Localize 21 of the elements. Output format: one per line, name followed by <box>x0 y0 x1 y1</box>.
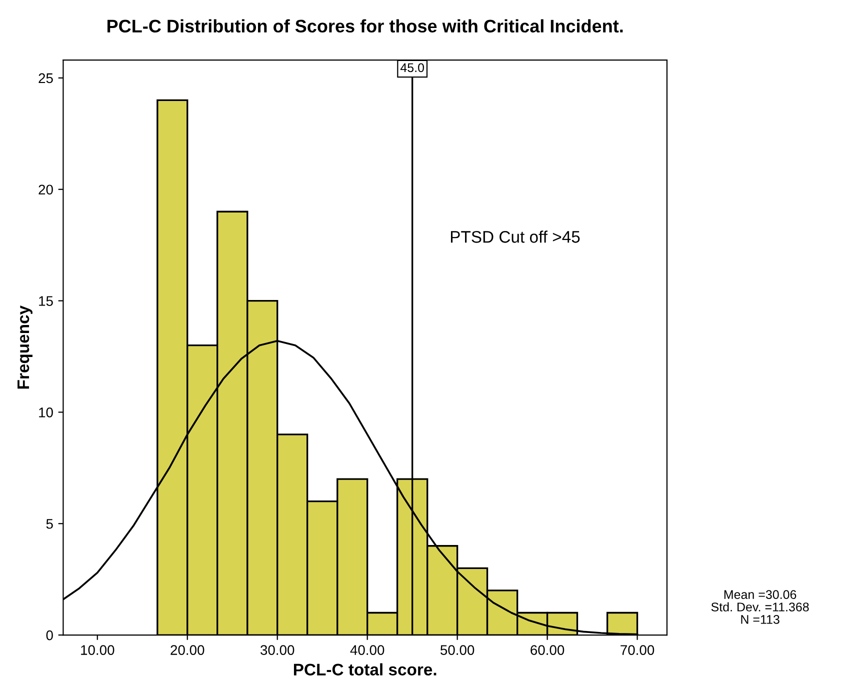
y-tick-label: 5 <box>46 519 53 529</box>
x-tick-label: 50.00 <box>440 645 474 655</box>
x-tick-label: 30.00 <box>260 645 294 655</box>
y-tick-label: 25 <box>38 73 53 84</box>
x-tick-label: 60.00 <box>530 645 564 655</box>
x-axis-title: PCL-C total score. <box>294 663 436 676</box>
y-tick-label: 15 <box>39 296 53 306</box>
y-tick-label: 20 <box>38 184 53 195</box>
text: N =113 <box>741 615 780 624</box>
y-axis-title: Frequency <box>18 306 32 389</box>
x-tick-label: 20.00 <box>170 645 204 655</box>
y-tick-label: 10 <box>39 408 53 418</box>
y-tick-label: 0 <box>46 630 53 640</box>
chart-title: PCL-C Distribution of Scores for those with Critical Incident. <box>107 19 623 33</box>
text: Std. Dev. =11.368 <box>711 602 809 612</box>
x-tick-label: 40.00 <box>350 645 384 655</box>
ref-line-label: 45.0 <box>400 63 424 72</box>
text: Mean =30.06 <box>724 590 796 599</box>
x-tick-label: 10.00 <box>81 645 114 655</box>
x-tick-label: 70.00 <box>620 645 654 655</box>
annotation: PTSD Cut off >45 <box>450 230 580 243</box>
